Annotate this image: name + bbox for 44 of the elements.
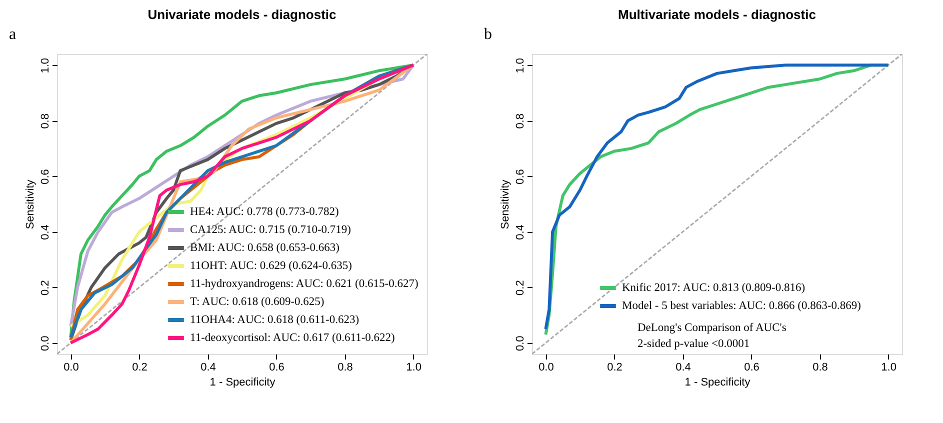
legend-label: Knific 2017: AUC: 0.813 (0.809-0.816)	[622, 282, 806, 294]
legend-label: 11-deoxycortisol: AUC: 0.617 (0.611-0.622)	[190, 332, 396, 344]
x-tick-label: 0.6	[269, 362, 284, 374]
annotation: DeLong's Comparison of AUC's	[637, 322, 787, 334]
x-axis-title: 1 - Specificity	[210, 376, 276, 388]
y-tick-label: 0.8	[514, 114, 526, 129]
x-tick-label: 0.0	[64, 362, 79, 374]
y-tick-label: 1.0	[514, 58, 526, 74]
y-tick-label: 0.4	[40, 224, 52, 240]
legend-label: 11-hydroxyandrogens: AUC: 0.621 (0.615-0.627)	[190, 278, 418, 290]
x-tick-label: 0.4	[676, 362, 691, 374]
x-tick-label: 0.2	[607, 362, 622, 374]
y-tick-label: 0.2	[40, 280, 52, 296]
chart-title: Univariate models - diagnostic	[148, 7, 336, 22]
y-tick-label: 0.8	[40, 114, 52, 129]
x-tick-label: 1.0	[881, 362, 896, 374]
x-tick-label: 0.8	[812, 362, 828, 374]
y-axis-title: Sensitivity	[500, 179, 512, 230]
legend-label: 11OHT: AUC: 0.629 (0.624-0.635)	[190, 260, 352, 272]
chart-title: Multivariate models - diagnostic	[618, 7, 816, 22]
y-tick-label: 0.2	[514, 280, 526, 296]
legend-label: CA125: AUC: 0.715 (0.710-0.719)	[190, 224, 352, 236]
text: b	[484, 26, 492, 43]
legend-label: 11OHA4: AUC: 0.618 (0.611-0.623)	[190, 314, 360, 326]
x-axis-title: 1 - Specificity	[684, 376, 751, 388]
legend-label: BMI: AUC: 0.658 (0.653-0.663)	[190, 242, 340, 254]
x-tick-label: 0.8	[338, 362, 353, 374]
y-tick-label: 0.6	[40, 169, 52, 184]
x-tick-label: 1.0	[406, 362, 422, 374]
legend-label: T: AUC: 0.618 (0.609-0.625)	[190, 296, 324, 308]
y-tick-label: 0.0	[514, 336, 526, 352]
y-tick-label: 0.6	[514, 169, 526, 184]
legend-label: HE4: AUC: 0.778 (0.773-0.782)	[190, 206, 340, 218]
y-axis-title: Sensitivity	[24, 179, 36, 230]
y-tick-label: 1.0	[40, 58, 52, 74]
text: a	[9, 26, 16, 43]
x-tick-label: 0.4	[200, 362, 216, 374]
x-tick-label: 0.0	[538, 362, 554, 374]
y-tick-label: 0.4	[514, 224, 526, 240]
annotation: 2-sided p-value <0.0001	[637, 338, 750, 350]
y-tick-label: 0.0	[40, 336, 52, 352]
x-tick-label: 0.6	[744, 362, 760, 374]
x-tick-label: 0.2	[132, 362, 148, 374]
legend-label: Model - 5 best variables: AUC: 0.866 (0.863-0.869)	[622, 300, 862, 312]
